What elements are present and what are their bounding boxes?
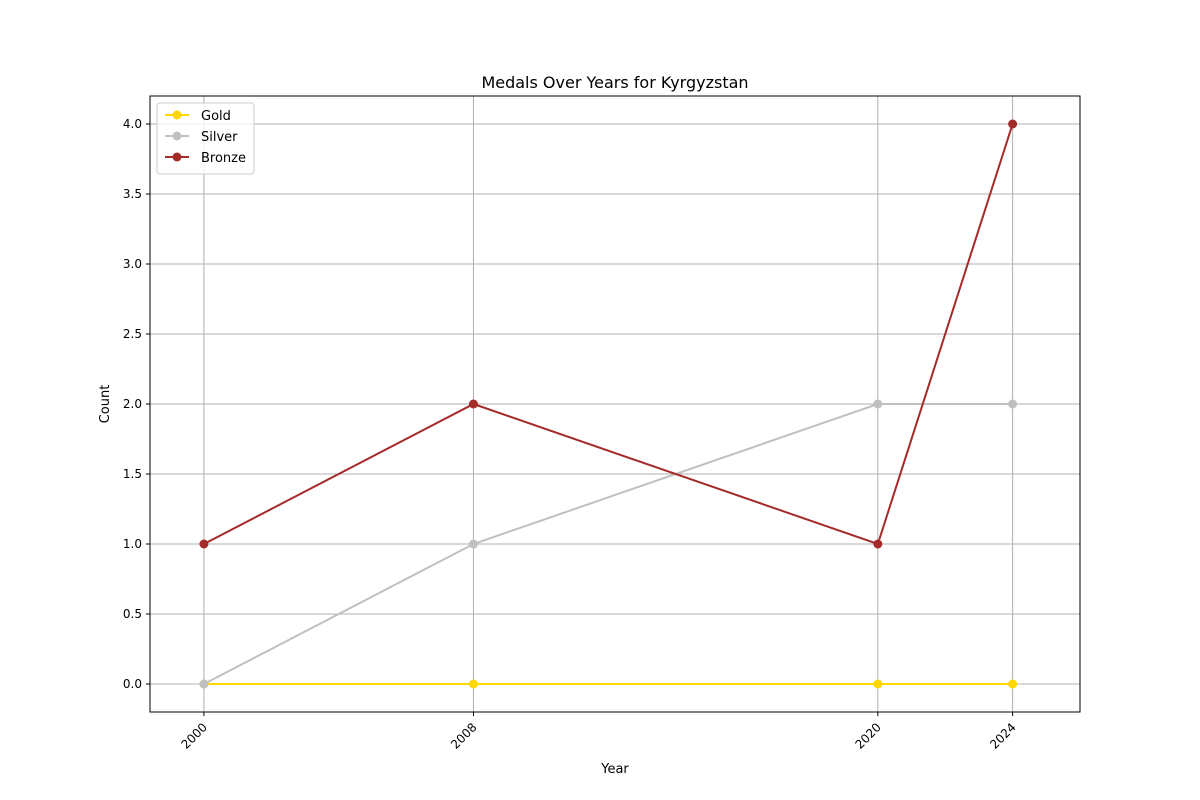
data-point-bronze (468, 399, 478, 409)
y-tick-label: 1.0 (123, 537, 142, 551)
data-point-bronze (873, 539, 883, 549)
y-tick-label: 2.0 (123, 397, 142, 411)
legend-label: Gold (201, 109, 231, 124)
legend-swatch-marker (172, 110, 182, 120)
series-lines (199, 119, 1018, 689)
data-point-gold (1008, 679, 1018, 689)
data-point-gold (873, 679, 883, 689)
data-point-bronze (1008, 119, 1018, 129)
y-tick-label: 0.0 (123, 677, 142, 691)
data-point-silver (1008, 399, 1018, 409)
series-bronze (199, 119, 1018, 549)
legend-swatch-marker (172, 131, 182, 141)
y-tick-label: 3.0 (123, 257, 142, 271)
x-axis-title: Year (600, 762, 629, 777)
legend-label: Bronze (201, 151, 246, 166)
y-axis: 0.0 0.5 1.0 1.5 2.0 2.5 3.0 3.5 4.0 (123, 117, 150, 691)
data-point-silver (468, 539, 478, 549)
legend-item-gold: Gold (165, 109, 231, 124)
y-tick-label: 3.5 (123, 187, 142, 201)
data-point-silver (873, 399, 883, 409)
legend-item-silver: Silver (165, 130, 238, 145)
y-tick-label: 2.5 (123, 327, 142, 341)
legend-item-bronze: Bronze (165, 151, 246, 166)
legend-swatch-marker (172, 152, 182, 162)
legend: Gold Silver Bronze (156, 102, 255, 175)
y-tick-label: 4.0 (123, 117, 142, 131)
data-point-bronze (199, 539, 209, 549)
y-tick-label: 0.5 (123, 607, 142, 621)
chart-title: Medals Over Years for Kyrgyzstan (481, 73, 748, 92)
data-point-silver (199, 679, 209, 689)
data-point-gold (468, 679, 478, 689)
y-tick-label: 1.5 (123, 467, 142, 481)
series-line-bronze (203, 123, 1014, 546)
legend-label: Silver (201, 130, 238, 145)
y-axis-title: Count (98, 385, 113, 424)
